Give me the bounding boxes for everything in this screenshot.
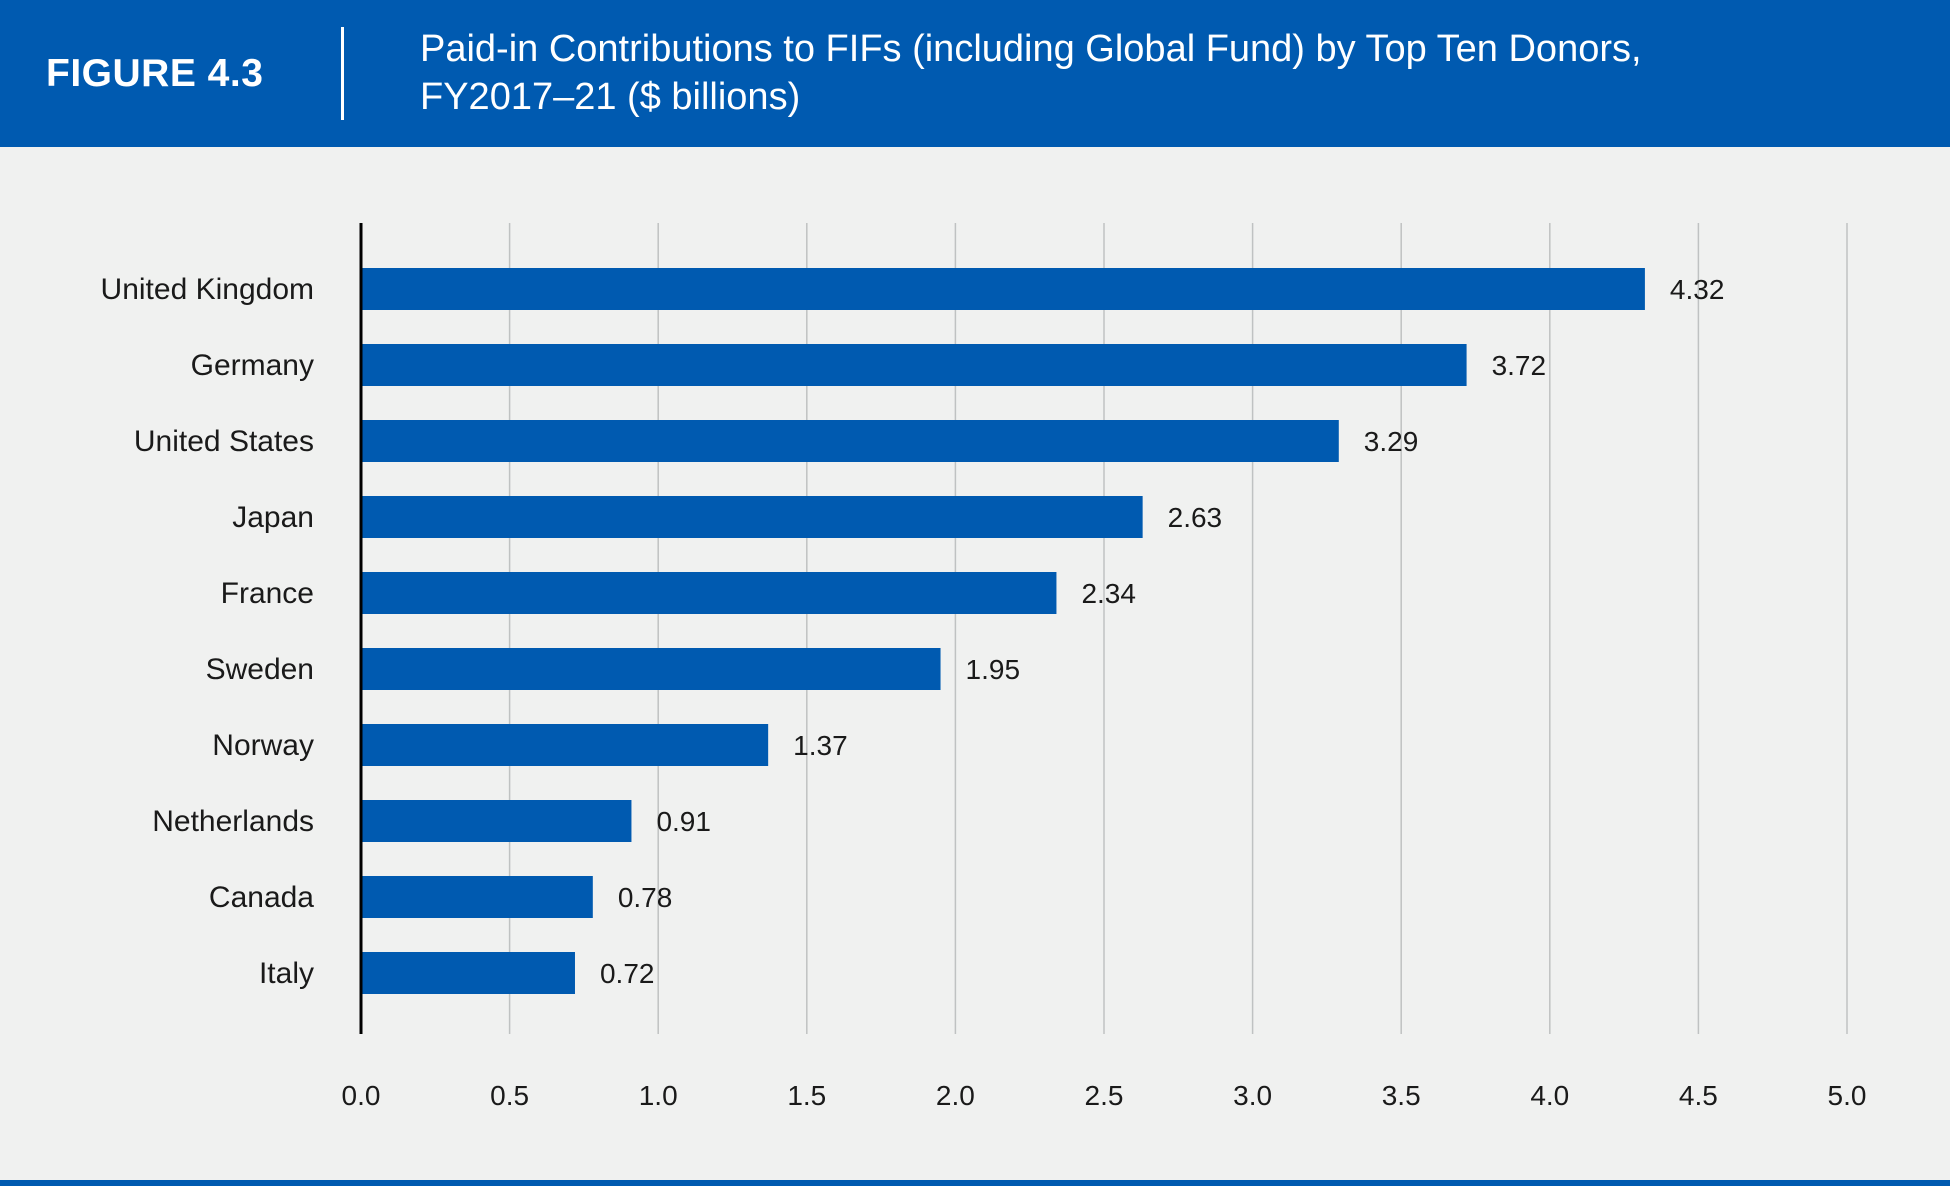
value-label: 2.63 [1168,502,1223,533]
x-tick-label: 4.0 [1530,1080,1569,1111]
category-label: Norway [212,729,314,762]
figure-title: Paid-in Contributions to FIFs (including… [420,25,1860,121]
category-label: United Kingdom [101,273,314,306]
category-label: Italy [259,957,314,990]
figure-label: FIGURE 4.3 [46,52,264,95]
x-tick-label: 0.0 [342,1080,381,1111]
value-label: 2.34 [1081,578,1136,609]
value-label: 4.32 [1670,274,1725,305]
x-tick-label: 2.5 [1085,1080,1124,1111]
value-label: 3.72 [1492,350,1547,381]
category-label: United States [134,425,314,458]
x-tick-label: 3.0 [1233,1080,1272,1111]
value-label: 1.95 [966,654,1021,685]
value-label: 1.37 [793,730,848,761]
bar [361,876,593,918]
header-divider [341,27,344,120]
chart-area: 4.32 United Kingdom 3.72 Germany 3.29 United … [0,147,1950,1177]
x-tick-label: 0.5 [490,1080,529,1111]
x-tick-label: 1.0 [639,1080,678,1111]
value-label: 3.29 [1364,426,1419,457]
value-label: 0.78 [618,882,673,913]
bar [361,648,941,690]
x-tick-label: 4.5 [1679,1080,1718,1111]
bar [361,496,1143,538]
x-tick-label: 3.5 [1382,1080,1421,1111]
bar [361,420,1339,462]
bar [361,800,632,842]
bar [361,268,1645,310]
category-label: Sweden [206,653,314,686]
bottom-rule [0,1180,1950,1186]
category-label: Netherlands [152,805,314,838]
figure-header: FIGURE 4.3 Paid-in Contributions to FIFs… [0,0,1950,147]
figure-title-line-2: FY2017–21 ($ billions) [420,76,801,118]
value-label: 0.91 [656,806,711,837]
category-label: France [221,577,314,610]
x-tick-label: 2.0 [936,1080,975,1111]
category-label: Japan [232,501,314,534]
x-tick-label: 5.0 [1828,1080,1867,1111]
bar [361,344,1467,386]
bar [361,952,575,994]
x-tick-label: 1.5 [787,1080,826,1111]
category-label: Germany [191,349,314,382]
bar-chart: 4.32 United Kingdom 3.72 Germany 3.29 United … [101,223,1867,1111]
bar [361,724,769,766]
bar [361,572,1057,614]
category-label: Canada [209,881,314,914]
figure-title-line-1: Paid-in Contributions to FIFs (including… [420,28,1642,70]
value-label: 0.72 [600,958,655,989]
